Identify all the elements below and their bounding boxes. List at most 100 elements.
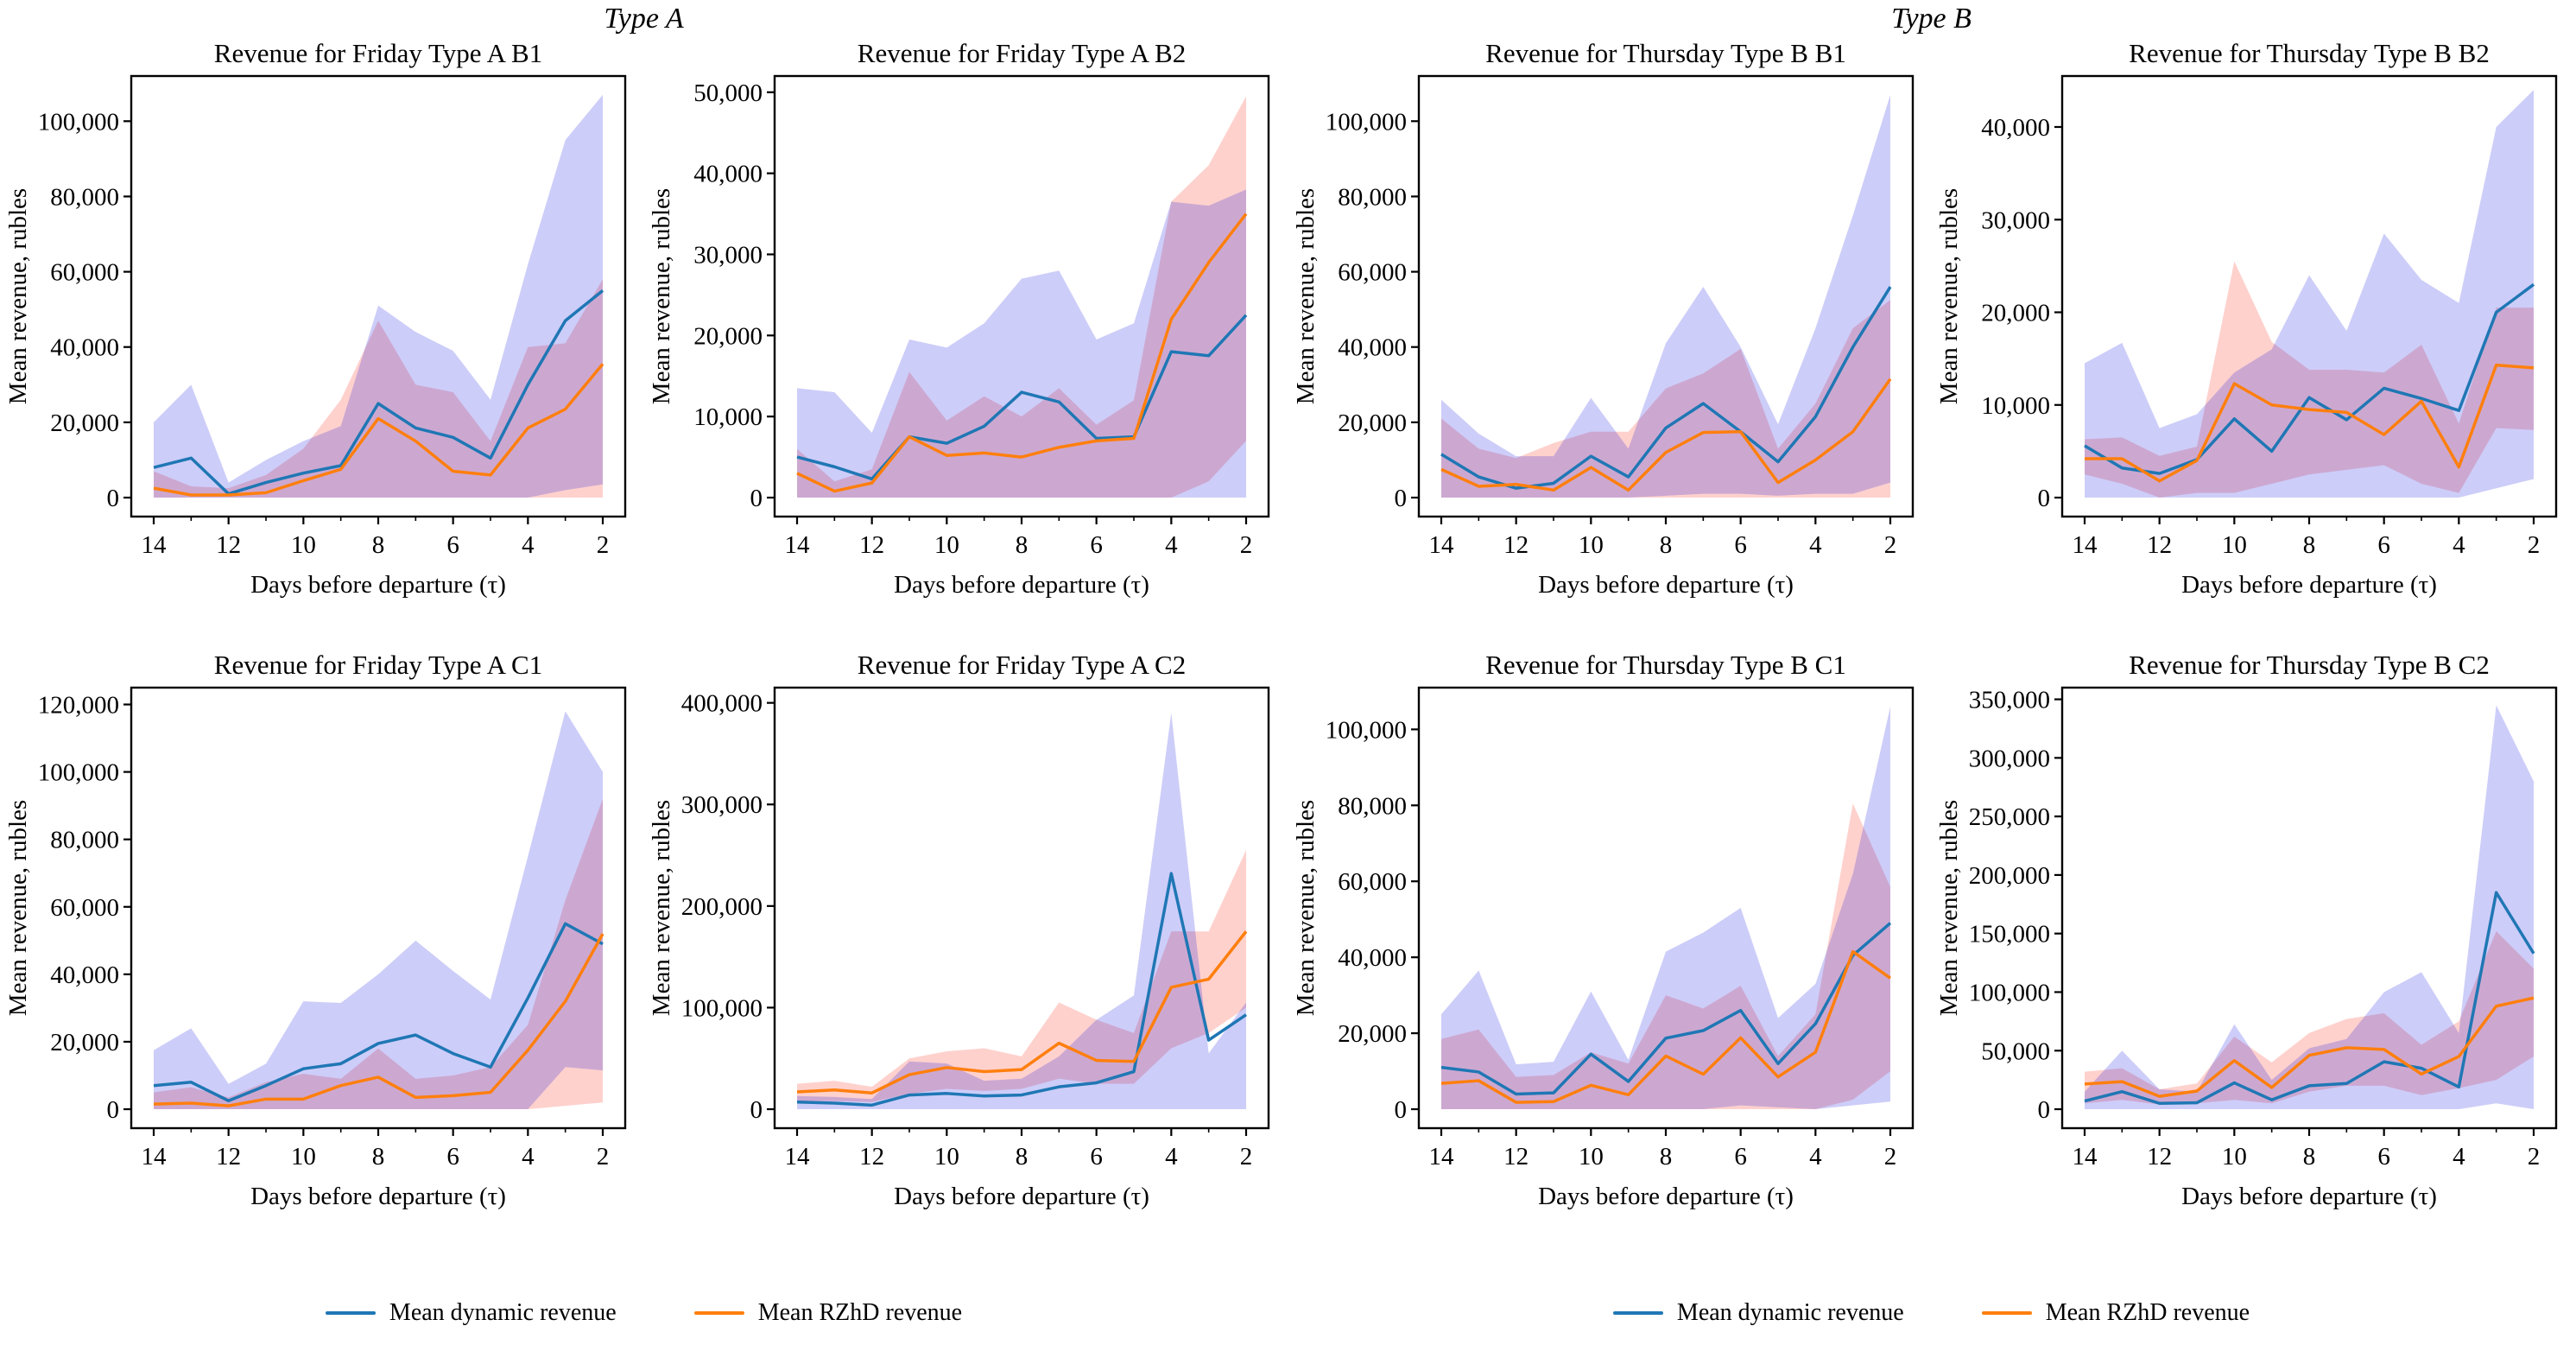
chart-revenue-for-friday-type-a-b2: 14 12 10 8 6 4 2 0 10,000 20,000 30,000 40,000 50,00…	[648, 38, 1270, 599]
group-b-charts: 14 12 10 8 6 4 2 0 20,000 40,000 60,000 80,000 100,0…	[1288, 38, 2575, 1261]
dynamic-revenue-line	[2084, 282, 2535, 475]
x-tick-label: 6	[2377, 531, 2390, 559]
x-tick-label: 6	[2377, 1143, 2390, 1171]
legend-label-rzhd: Mean RZhD revenue	[2045, 1298, 2250, 1326]
chart-title: Revenue for Friday Type A B2	[858, 38, 1186, 68]
group-type-a: Type A 14 12 10 8 6 4 2 0 20,000 40,000 60,000 80,0…	[0, 3, 1288, 1327]
y-tick-label: 60,000	[1338, 868, 1407, 896]
x-tick-label: 2	[1884, 531, 1897, 559]
x-tick-label: 10	[934, 531, 959, 559]
x-tick-label: 14	[2073, 1143, 2098, 1171]
legend-label-dynamic: Mean dynamic revenue	[389, 1298, 617, 1326]
group-a-charts: 14 12 10 8 6 4 2 0 20,000 40,000 60,000 80,000 100,0…	[0, 38, 1288, 1261]
chart-title: Revenue for Friday Type A B1	[214, 38, 542, 68]
x-tick-label: 2	[1884, 1143, 1897, 1171]
y-tick-label: 30,000	[1981, 206, 2050, 234]
rzhd-revenue-line	[153, 363, 604, 497]
x-axis-label: Days before departure (τ)	[250, 1183, 506, 1210]
y-tick-label: 0	[750, 485, 763, 512]
chart-title: Revenue for Thursday Type B B1	[1485, 38, 1846, 68]
x-tick-label: 4	[2453, 531, 2465, 559]
legend-label-rzhd: Mean RZhD revenue	[757, 1298, 963, 1326]
y-tick-label: 300,000	[681, 791, 763, 819]
y-axis-label: Mean revenue, rubles	[1935, 188, 1963, 404]
y-tick-label: 100,000	[1969, 979, 2050, 1006]
y-axis-label: Mean revenue, rubles	[4, 800, 32, 1016]
y-tick-label: 60,000	[50, 894, 119, 922]
y-axis-label: Mean revenue, rubles	[648, 800, 675, 1016]
legend-item-rzhd: Mean RZhD revenue	[1981, 1298, 2250, 1327]
chart-revenue-for-friday-type-a-b1: 14 12 10 8 6 4 2 0 20,000 40,000 60,000 80,000 100,0…	[4, 38, 627, 599]
x-axis-label: Days before departure (τ)	[894, 571, 1149, 599]
y-tick-label: 10,000	[693, 403, 763, 431]
x-tick-label: 10	[1579, 531, 1604, 559]
x-tick-label: 4	[522, 1143, 535, 1171]
x-tick-label: 14	[785, 531, 811, 559]
x-tick-label: 6	[1090, 531, 1103, 559]
rzhd-confidence-band	[797, 850, 1246, 1102]
x-tick-label: 4	[2453, 1143, 2465, 1171]
rzhd-revenue-line	[796, 213, 1248, 493]
x-tick-label: 4	[522, 531, 535, 559]
rzhd-confidence-band	[154, 798, 603, 1110]
x-tick-label: 10	[291, 1143, 316, 1171]
y-tick-label: 0	[2038, 1096, 2051, 1124]
group-b-header: Type B	[1891, 3, 1972, 35]
x-tick-label: 14	[142, 531, 168, 559]
rzhd-revenue-line	[1440, 377, 1892, 492]
y-tick-label: 40,000	[50, 961, 119, 989]
x-tick-label: 8	[2303, 1143, 2316, 1171]
x-tick-label: 12	[1503, 1143, 1529, 1171]
y-tick-label: 20,000	[1338, 1020, 1407, 1048]
y-tick-label: 50,000	[1981, 1037, 2050, 1065]
x-tick-label: 14	[1429, 531, 1455, 559]
x-tick-label: 10	[934, 1143, 959, 1171]
y-tick-label: 40,000	[1981, 114, 2050, 142]
x-tick-label: 4	[1809, 531, 1822, 559]
x-tick-label: 2	[1240, 531, 1253, 559]
legend-item-rzhd: Mean RZhD revenue	[693, 1298, 963, 1327]
chart-revenue-for-friday-type-a-c1: 14 12 10 8 6 4 2 0 20,000 40,000 60,000 80,000 100,0…	[4, 650, 627, 1210]
y-tick-label: 80,000	[50, 827, 119, 854]
x-axis-label: Days before departure (τ)	[1538, 571, 1794, 599]
chart-title: Revenue for Friday Type A C2	[858, 650, 1186, 680]
x-tick-label: 12	[2147, 1143, 2172, 1171]
dynamic-revenue-line	[796, 314, 1248, 481]
x-tick-label: 14	[142, 1143, 168, 1171]
y-tick-label: 150,000	[1969, 921, 2050, 948]
legend-label-dynamic: Mean dynamic revenue	[1676, 1298, 1904, 1326]
x-tick-label: 6	[1090, 1143, 1103, 1171]
rzhd-revenue-line	[796, 930, 1248, 1094]
y-tick-label: 60,000	[1338, 259, 1407, 287]
y-tick-label: 40,000	[1338, 334, 1407, 362]
x-tick-label: 12	[216, 531, 241, 559]
chart-revenue-for-thursday-type-b-c2: 14 12 10 8 6 4 2 0 50,000 100,000 150,000 200,000 25…	[1935, 650, 2558, 1210]
x-tick-label: 6	[1734, 1143, 1747, 1171]
group-b-legend: Mean dynamic revenue Mean RZhD revenue	[1288, 1261, 2575, 1364]
rzhd-revenue-line	[1440, 949, 1892, 1104]
y-tick-label: 120,000	[38, 692, 119, 720]
x-tick-label: 10	[291, 531, 316, 559]
rzhd-revenue-line	[2085, 363, 2535, 483]
rzhd-confidence-band	[1441, 300, 1890, 498]
group-type-b: Type B 14 12 10 8 6 4 2 0 20,000 40,000 60,000 80,0…	[1288, 0, 2575, 1364]
x-tick-label: 12	[859, 531, 884, 559]
x-tick-label: 2	[2528, 531, 2541, 559]
y-tick-label: 0	[1395, 1096, 1408, 1124]
chart-revenue-for-friday-type-a-c2: 14 12 10 8 6 4 2 0 100,000 200,000 300,000 400,000 R…	[648, 650, 1270, 1210]
dynamic-confidence-band	[154, 94, 603, 498]
rzhd-line-icon	[1981, 1310, 2032, 1315]
x-axis-label: Days before departure (τ)	[2181, 1183, 2437, 1210]
y-tick-label: 80,000	[50, 183, 119, 211]
chart-title: Revenue for Thursday Type B B2	[2129, 38, 2490, 68]
x-axis-label: Days before departure (τ)	[894, 1183, 1149, 1210]
y-tick-label: 20,000	[50, 409, 119, 437]
dynamic-revenue-line	[2084, 891, 2535, 1106]
y-tick-label: 100,000	[38, 108, 119, 136]
x-tick-label: 8	[1660, 1143, 1673, 1171]
y-tick-label: 40,000	[1338, 944, 1407, 972]
chart-title: Revenue for Thursday Type B C2	[2129, 650, 2490, 680]
rzhd-confidence-band	[154, 279, 603, 498]
chart-revenue-for-thursday-type-b-b2: 14 12 10 8 6 4 2 0 10,000 20,000 30,000 40,000 Reven…	[1935, 38, 2558, 599]
y-tick-label: 100,000	[681, 994, 763, 1022]
